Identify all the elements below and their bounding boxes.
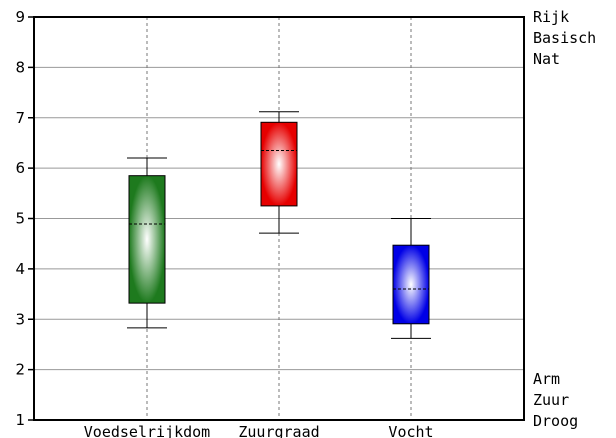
x-tick-label: Vocht (388, 423, 433, 438)
right-label-bottom: Zuur (533, 391, 569, 409)
y-tick-label: 6 (15, 159, 25, 177)
right-label-bottom: Droog (533, 412, 578, 430)
box-body (260, 121, 298, 207)
y-tick-label: 5 (15, 210, 25, 228)
y-tick-label: 3 (15, 310, 25, 328)
right-side-labels: Rijk Basisch Nat Arm Zuur Droog (533, 8, 596, 430)
y-tick-label: 7 (15, 109, 25, 127)
x-tick-labels: Voedselrijkdom Zuurgraad Vocht (84, 423, 434, 438)
box-zuurgraad (259, 111, 299, 234)
right-label-top: Basisch (533, 29, 596, 47)
y-tick-label: 8 (15, 58, 25, 76)
y-tick-labels: 1 2 3 4 5 6 7 8 9 (15, 8, 25, 429)
right-label-top: Rijk (533, 8, 569, 26)
box-body (392, 244, 430, 325)
right-label-bottom: Arm (533, 370, 560, 388)
grid (28, 16, 524, 421)
boxes (127, 111, 431, 339)
right-label-top: Nat (533, 50, 560, 68)
box-voedselrijkdom (127, 157, 167, 329)
box-vocht (391, 218, 431, 339)
y-tick-label: 4 (15, 260, 25, 278)
x-tick-label: Zuurgraad (238, 423, 319, 438)
plot-frame (33, 16, 525, 421)
x-tick-label: Voedselrijkdom (84, 423, 210, 438)
box-body (128, 175, 166, 304)
y-tick-label: 1 (15, 411, 25, 429)
y-tick-label: 9 (15, 8, 25, 26)
y-tick-label: 2 (15, 361, 25, 379)
